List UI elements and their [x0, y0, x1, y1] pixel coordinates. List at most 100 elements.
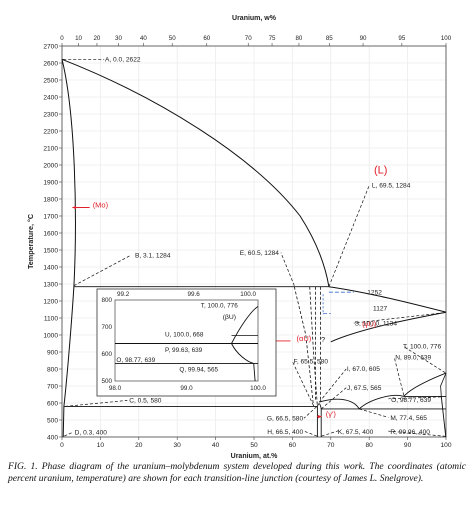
- mo-solvus-curve: [61, 59, 76, 438]
- point-label-f: F, 65.5, 580: [294, 359, 329, 366]
- y-tick-label: 500: [47, 417, 58, 424]
- inset-top-tick-label: 100.0: [240, 291, 256, 298]
- callout-leader-b: [73, 254, 132, 287]
- point-label-j: J, 67.5, 565: [347, 385, 382, 392]
- x-tick-label: 60: [289, 442, 297, 449]
- y-tick-label: 700: [47, 383, 58, 390]
- inset-y-tick-label: 500: [101, 378, 112, 385]
- inset-y-tick-label: 600: [101, 351, 112, 358]
- phase-label-αu: (αU): [297, 334, 312, 343]
- top-tick-label: 50: [169, 35, 176, 42]
- inset-alpha-vert: [253, 363, 256, 382]
- callout-leader-h: [303, 430, 318, 437]
- alpha-solvus-line: [440, 396, 447, 438]
- y-tick-label: 600: [47, 400, 58, 407]
- y-tick-label: 2300: [43, 111, 58, 118]
- liquidus-right-curve: [328, 286, 447, 313]
- callout-leader-g: [303, 406, 317, 419]
- y-tick-label: 2500: [43, 77, 58, 84]
- inset-label-o: O, 98.77, 639: [116, 357, 155, 364]
- mo-arrow-head: [72, 205, 76, 210]
- y-tick-label: 900: [47, 349, 58, 356]
- callout-leader-s: [353, 312, 445, 324]
- gamma-left-solvus-2: [309, 286, 318, 407]
- inset-x-tick-label: 99.0: [180, 385, 193, 392]
- top-tick-label: 70: [245, 35, 252, 42]
- inset-frame: [114, 299, 259, 382]
- y-tick-label: 800: [47, 366, 58, 373]
- point-label-i: I, 67.0, 605: [347, 366, 380, 373]
- y-tick-label: 1400: [43, 264, 58, 271]
- point-label-o: O, 98.77, 639: [391, 397, 431, 404]
- y-axis-title: Temperature, °C: [26, 214, 35, 269]
- gamma-gamma-prime-curve: [319, 398, 360, 410]
- y-tick-label: 1900: [43, 179, 58, 186]
- inset-phase-label-beta: (βU): [223, 314, 236, 321]
- phase-label-γ: (γ'): [326, 410, 337, 419]
- phase-label-mo: (Mo): [93, 201, 109, 210]
- top-tick-label: 100: [441, 35, 452, 42]
- point-label-a: A, 0.0, 2622: [105, 56, 141, 63]
- point-label-e: E, 60.5, 1284: [240, 250, 280, 257]
- gamma-prime-arrow-head: [317, 414, 322, 419]
- y-tick-label: 2700: [43, 43, 58, 50]
- phase-diagram-figure: 400 500 600 700 800 900 1000 1100 1200 1300 1400 15…: [26, 15, 452, 460]
- inset-beta-curve: [231, 306, 259, 344]
- inset-label-t: T, 100.0, 776: [201, 302, 238, 309]
- phase-label-l: (L): [374, 165, 387, 177]
- figure-caption: FIG. 1. Phase diagram of the uranium–mol…: [8, 461, 466, 484]
- top-tick-label: 75: [269, 35, 276, 42]
- top-tick-label: 30: [115, 35, 122, 42]
- y-tick-label: 2400: [43, 94, 58, 101]
- gamma-solidus-curve: [330, 311, 447, 343]
- top-tick-label: 80: [295, 35, 302, 42]
- gamma-prime-cap: [316, 403, 322, 409]
- callout-leader-k: [321, 430, 339, 437]
- top-tick-label: 10: [75, 35, 82, 42]
- gamma-beta-curve: [358, 395, 404, 410]
- inset-top-tick-label: 99.2: [117, 291, 130, 298]
- callout-leader-t: [402, 345, 446, 373]
- callout-leader-j: [320, 387, 347, 410]
- y-tick-label: 2600: [43, 60, 58, 67]
- callout-leader-m: [359, 408, 389, 418]
- callout-leader-o: [388, 396, 442, 400]
- callout-leader-e: [280, 252, 295, 286]
- x-tick-label: 90: [404, 442, 412, 449]
- y-tick-label: 1100: [44, 315, 59, 322]
- point-label-k: K, 67.5, 400: [338, 429, 374, 436]
- y-tick-label: 2000: [43, 162, 58, 169]
- y-tick-label: 2200: [43, 128, 58, 135]
- callout-leader-n: [393, 357, 405, 396]
- inset-x-tick-label: 100.0: [250, 385, 266, 392]
- y-tick-label: 1700: [43, 213, 58, 220]
- y-tick-label: 1500: [43, 247, 58, 254]
- x-tick-label: 20: [135, 442, 143, 449]
- liquidus-curve: [61, 58, 330, 287]
- top-tick-label: 95: [398, 35, 405, 42]
- callout-leader-d: [64, 431, 74, 437]
- top-tick-label: 0: [60, 35, 64, 42]
- callout-leader-c: [65, 400, 128, 407]
- y-tick-label: 1800: [43, 196, 58, 203]
- top-tick-label: 40: [140, 35, 147, 42]
- x-tick-label: 50: [250, 442, 258, 449]
- inset-label-q: Q, 99.94, 565: [179, 367, 218, 374]
- inset-alpha-curve: [231, 343, 254, 364]
- y-tick-label: 1300: [43, 281, 58, 288]
- top-tick-label: 90: [360, 35, 367, 42]
- point-label-c: C, 0.5, 580: [129, 398, 162, 405]
- callout-leader-i: [319, 368, 347, 403]
- x-axis-title: Uranium, at.%: [231, 453, 278, 460]
- top-tick-label: 60: [203, 35, 210, 42]
- x-tick-label: 70: [327, 442, 335, 449]
- x-tick-label: 0: [60, 442, 64, 449]
- y-tick-label: 1000: [43, 332, 58, 339]
- x-tick-label: 80: [366, 442, 374, 449]
- top-axis-title: Uranium, w%: [232, 15, 277, 22]
- point-label-r: R, 99.96, 400: [390, 429, 430, 436]
- x-tick-label: 30: [174, 442, 182, 449]
- inset-label-u: U, 100.0, 668: [165, 332, 204, 339]
- temp-label-1252: 1252: [367, 290, 382, 297]
- y-tick-label: 1200: [43, 298, 58, 305]
